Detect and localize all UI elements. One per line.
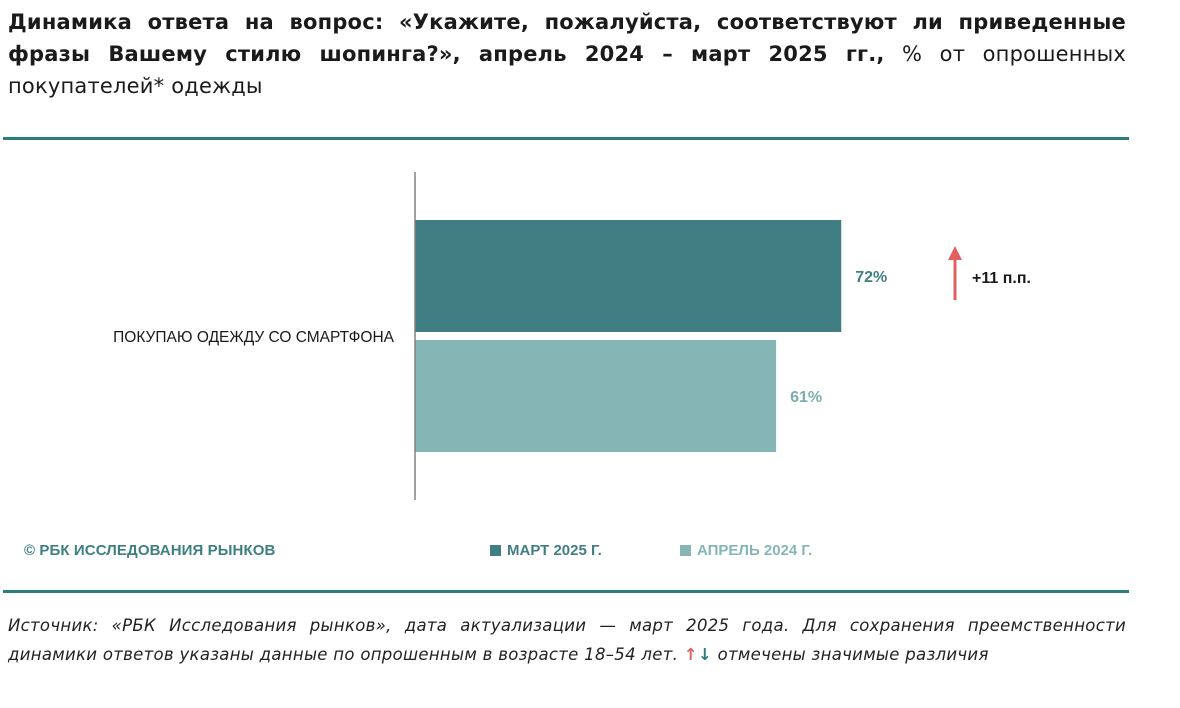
change-arrow-head-icon: [948, 246, 962, 260]
legend-label-2024: АПРЕЛЬ 2024 Г.: [697, 542, 813, 559]
bottom-divider: [3, 590, 1129, 593]
chart-title: Динамика ответа на вопрос: «Укажите, пож…: [8, 6, 1126, 102]
down-arrow-icon: ↓: [697, 645, 713, 664]
legend-swatch-2025: [490, 545, 501, 556]
source-note: Источник: «РБК Исследования рынков», дат…: [8, 611, 1126, 669]
bar-2025: [415, 220, 842, 332]
bar-chart: 72% 61% ПОКУПАЮ ОДЕЖДУ СО СМАРТФОНА +11 п.п…: [113, 172, 1031, 500]
watermark: © РБК ИССЛЕДОВАНИЯ РЫНКОВ: [24, 542, 276, 559]
legend-swatch-2024: [680, 545, 691, 556]
category-label: ПОКУПАЮ ОДЕЖДУ СО СМАРТФОНА: [113, 329, 394, 346]
top-divider: [3, 137, 1129, 140]
change-annotation: +11 п.п.: [972, 270, 1031, 287]
significance-note: отмечены значимые различия: [717, 645, 989, 664]
legend-item-2025: МАРТ 2025 Г.: [490, 542, 602, 559]
chart-title-unit: % от опрошенных покупателей* одежды: [8, 42, 1126, 98]
bar-2024: [415, 340, 777, 452]
legend-item-2024: АПРЕЛЬ 2024 Г.: [680, 542, 812, 559]
chart-title-bold: Динамика ответа на вопрос: «Укажите, пож…: [8, 10, 1126, 66]
up-arrow-icon: ↑: [683, 645, 698, 664]
data-label-2024: 61%: [790, 389, 822, 406]
legend-label-2025: МАРТ 2025 Г.: [507, 542, 602, 559]
data-label-2025: 72%: [855, 269, 887, 286]
source-text: Источник: «РБК Исследования рынков», дат…: [8, 616, 1126, 664]
